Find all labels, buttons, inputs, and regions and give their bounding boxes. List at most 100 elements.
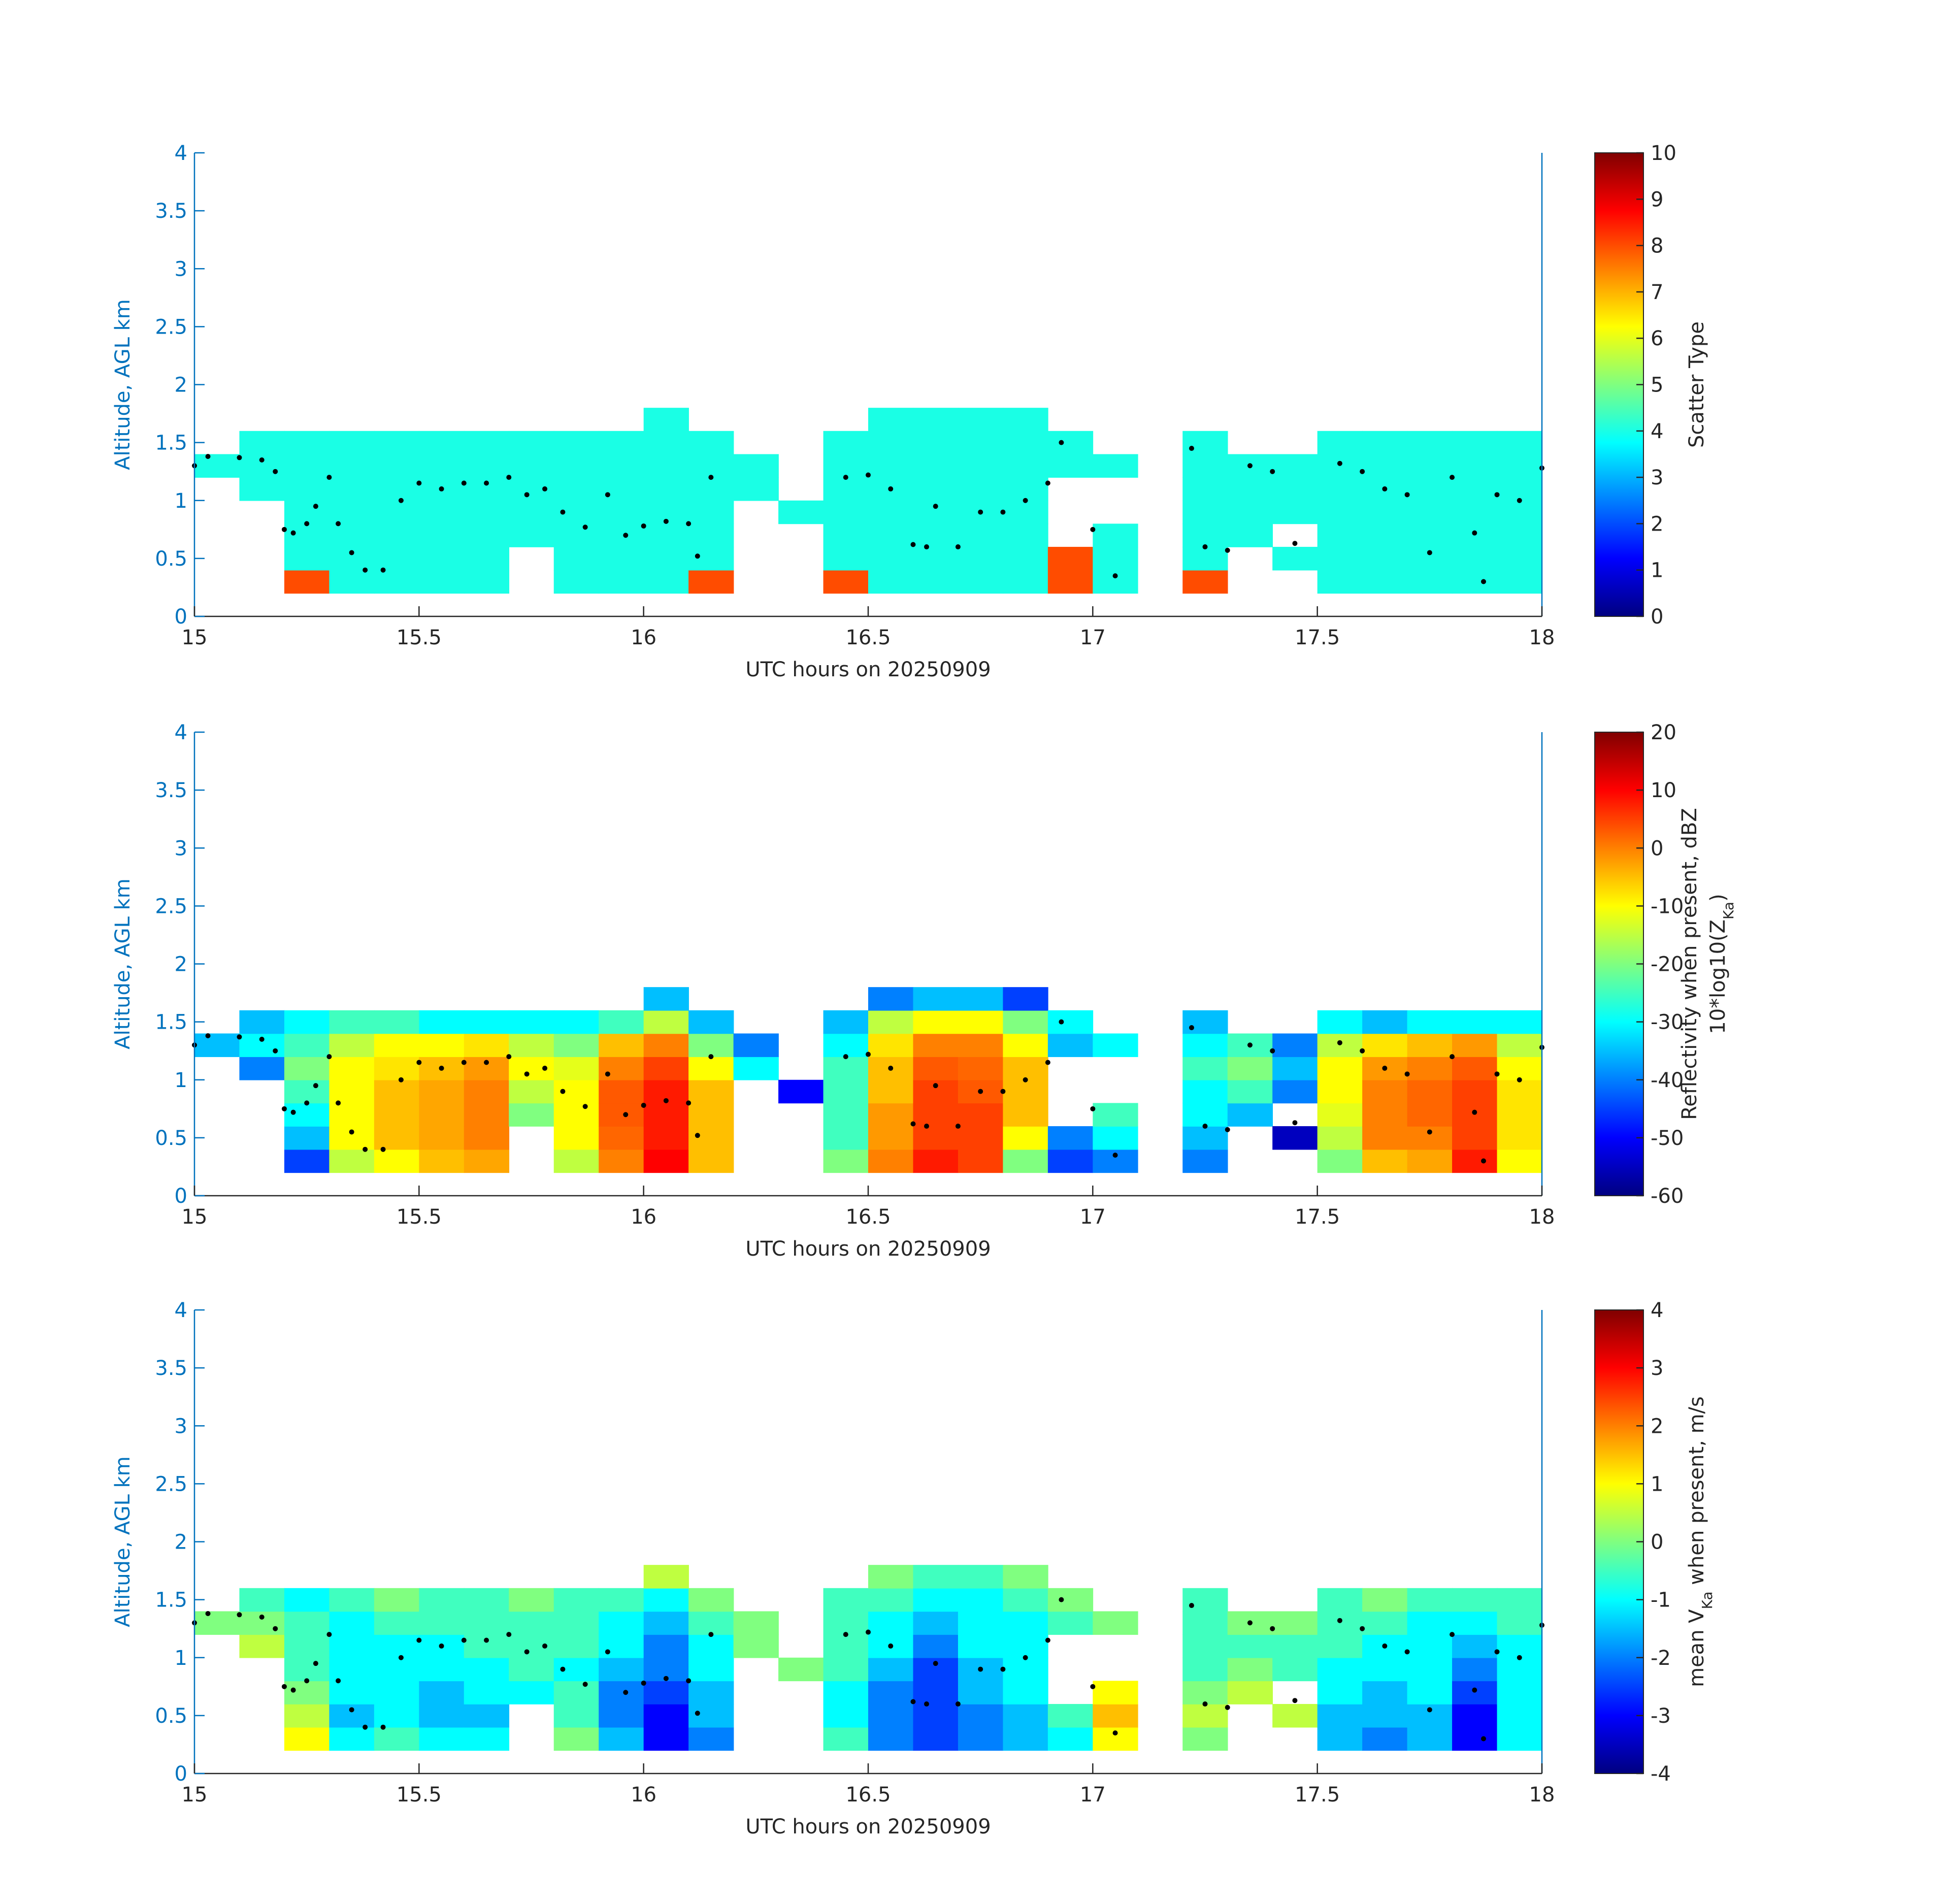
heatmap-cell <box>464 1126 510 1150</box>
cloud-base-dot <box>582 1682 588 1687</box>
colorbar-tick-label: -2 <box>1651 1647 1671 1670</box>
heatmap-cell <box>1317 431 1363 455</box>
cloud-base-dot <box>605 492 610 498</box>
cloud-base-dot <box>380 1146 386 1152</box>
heatmap-cell <box>509 1057 554 1080</box>
heatmap-cell <box>868 1149 914 1173</box>
heatmap-cell <box>239 1588 285 1612</box>
heatmap-cell <box>374 1611 420 1635</box>
heatmap-cell <box>1182 1634 1228 1658</box>
cloud-base-dot <box>955 544 961 550</box>
heatmap-cell <box>1003 1588 1048 1612</box>
heatmap-cell <box>419 1033 465 1057</box>
cloud-base-dot <box>281 1684 287 1689</box>
heatmap-cell <box>823 477 869 501</box>
heatmap-cell <box>1317 1727 1363 1751</box>
heatmap-cell <box>643 477 689 501</box>
cloud-base-dot <box>978 1666 983 1672</box>
heatmap-cell <box>599 1033 644 1057</box>
heatmap-cell <box>1182 1704 1228 1728</box>
heatmap-cell <box>958 1149 1004 1173</box>
colorbar-tick-label: 0 <box>1651 1531 1663 1554</box>
heatmap-cell <box>1407 1611 1453 1635</box>
heatmap-cell <box>688 1634 734 1658</box>
heatmap-cell <box>553 1033 599 1057</box>
heatmap-cell <box>1003 1681 1048 1704</box>
cloud-base-dot <box>1450 1054 1455 1060</box>
cloud-base-dot <box>484 1637 489 1643</box>
heatmap-cell <box>1407 1634 1453 1658</box>
heatmap-cell <box>1452 547 1498 571</box>
cloud-base-dot <box>281 1106 287 1111</box>
heatmap-cell <box>1047 1033 1094 1057</box>
heatmap-cell <box>239 1010 285 1034</box>
y-tick-label: 2 <box>175 374 187 397</box>
heatmap-cell <box>958 1057 1004 1080</box>
cloud-base-dot <box>349 550 354 555</box>
heatmap-cell <box>599 1681 644 1704</box>
heatmap-cell <box>553 477 599 501</box>
heatmap-cell <box>688 523 734 547</box>
cloud-base-dot <box>1247 1620 1253 1626</box>
colorbar-tick-label: -20 <box>1651 953 1684 976</box>
cloud-base-dot <box>506 1632 512 1637</box>
colorbar-tick-label: 8 <box>1651 235 1663 258</box>
heatmap-cell <box>1452 1704 1498 1728</box>
heatmap-cell <box>374 1149 420 1173</box>
heatmap-cell <box>374 454 420 478</box>
y-axis-label: Altitude, AGL km <box>111 878 135 1049</box>
heatmap-cell <box>1182 1079 1228 1104</box>
heatmap-cell <box>1003 1657 1048 1682</box>
cloud-base-dot <box>398 1077 404 1082</box>
y-axis-label: Altitude, AGL km <box>111 299 135 470</box>
y-tick-label: 4 <box>175 1299 187 1322</box>
cloud-base-dot <box>326 1054 332 1060</box>
heatmap-cell <box>1003 500 1048 524</box>
heatmap-cell <box>553 1634 599 1658</box>
heatmap-cell <box>1003 454 1048 478</box>
cloud-base-dot <box>1337 1040 1342 1045</box>
heatmap-cell <box>599 454 644 478</box>
heatmap-cell <box>1093 1103 1138 1127</box>
cloud-base-dot <box>290 530 296 536</box>
heatmap-cell <box>1317 477 1363 501</box>
cloud-base-dot <box>1247 1042 1253 1048</box>
heatmap-cell <box>1497 1588 1542 1612</box>
y-tick-label: 4 <box>175 721 187 744</box>
cloud-base-dot <box>708 1632 714 1637</box>
heatmap-cell <box>1362 1010 1408 1034</box>
heatmap-cell <box>374 1057 420 1080</box>
heatmap-cell <box>553 1057 599 1080</box>
heatmap-cell <box>329 500 375 524</box>
cloud-base-dot <box>1292 1698 1298 1703</box>
colorbar-label-part: mean V <box>1685 1609 1708 1687</box>
heatmap-cell <box>1497 1126 1542 1150</box>
heatmap-cell <box>1182 500 1228 524</box>
heatmap-cell <box>868 1588 914 1612</box>
heatmap-cell <box>958 547 1004 571</box>
heatmap-cell <box>509 1657 554 1682</box>
heatmap-cell <box>958 408 1004 432</box>
heatmap-cell <box>1452 570 1498 594</box>
heatmap-cell <box>419 1704 465 1728</box>
heatmap-cell <box>419 1657 465 1682</box>
heatmap-cell <box>958 1634 1004 1658</box>
heatmap-cell <box>464 500 510 524</box>
heatmap-cell <box>643 1634 689 1658</box>
heatmap-cell <box>1272 1704 1318 1728</box>
heatmap-cell <box>643 1704 689 1728</box>
heatmap-cell <box>374 1079 420 1104</box>
heatmap-cell <box>688 1657 734 1682</box>
heatmap-cell <box>1003 1704 1048 1728</box>
heatmap-cell <box>1182 1657 1228 1682</box>
cloud-base-dot <box>363 1724 368 1730</box>
heatmap-cell <box>868 454 914 478</box>
heatmap-cell <box>374 570 420 594</box>
heatmap-cell <box>958 1565 1004 1589</box>
heatmap-cell <box>1497 1681 1542 1704</box>
cloud-base-dot <box>1382 1065 1388 1071</box>
y-tick-label: 2.5 <box>155 315 187 339</box>
heatmap-cell <box>284 454 330 478</box>
heatmap-cell <box>958 1681 1004 1704</box>
colorbar-label: Reflectivity when present, dBZ <box>1678 808 1701 1120</box>
